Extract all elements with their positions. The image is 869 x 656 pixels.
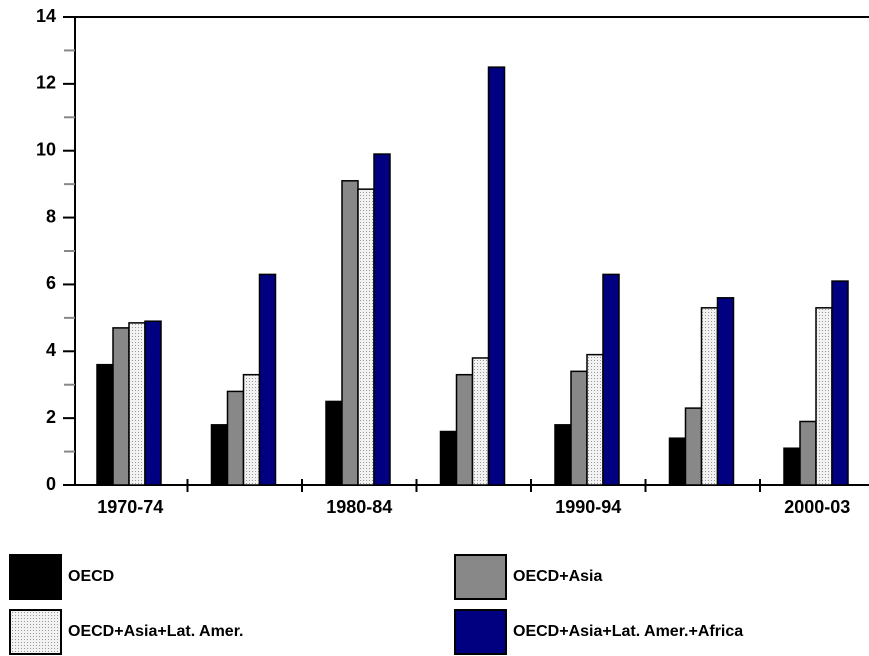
bar xyxy=(684,407,703,486)
y-tick-label: 8 xyxy=(46,206,56,226)
x-tick-label: 1990-94 xyxy=(555,497,621,517)
bar xyxy=(341,180,359,486)
legend-swatch xyxy=(9,609,62,655)
legend-label: OECD+Asia+Lat. Amer. xyxy=(68,623,243,640)
bar xyxy=(144,320,162,486)
legend-swatch xyxy=(454,554,507,600)
bar xyxy=(455,373,474,486)
y-tick-label: 12 xyxy=(36,73,56,93)
y-tick-label: 6 xyxy=(46,273,56,293)
y-tick-label: 4 xyxy=(46,340,56,360)
bar xyxy=(242,373,261,486)
bar xyxy=(471,357,490,486)
bar xyxy=(815,307,833,486)
legend-label: OECD+Asia xyxy=(513,568,602,585)
legend-label: OECD+Asia+Lat. Amer.+Africa xyxy=(513,623,743,640)
y-tick-label: 2 xyxy=(46,407,56,427)
bar xyxy=(357,188,375,486)
bar xyxy=(799,420,817,486)
bar xyxy=(96,363,114,486)
bar xyxy=(487,66,506,486)
y-tick-label: 0 xyxy=(46,474,56,494)
bar xyxy=(831,280,849,486)
bar xyxy=(210,424,229,486)
bar xyxy=(258,273,277,486)
bar xyxy=(716,297,735,486)
bar xyxy=(373,153,391,486)
bar xyxy=(783,447,801,486)
x-tick-label: 1970-74 xyxy=(97,497,163,517)
bar xyxy=(668,437,687,486)
bar xyxy=(586,353,604,486)
bar xyxy=(570,370,588,486)
legend-swatch xyxy=(454,609,507,655)
bar xyxy=(602,273,620,486)
bar xyxy=(226,390,245,486)
y-tick-label: 14 xyxy=(36,6,56,26)
bar xyxy=(325,400,343,486)
x-tick-label: 2000-03 xyxy=(784,497,850,517)
bar xyxy=(112,327,130,486)
y-tick-label: 10 xyxy=(36,139,56,159)
bar xyxy=(439,430,458,486)
legend-label: OECD xyxy=(68,568,114,585)
legend-swatch xyxy=(9,554,62,600)
bar xyxy=(128,322,146,486)
bar xyxy=(700,307,719,486)
bar xyxy=(554,424,572,486)
x-tick-label: 1980-84 xyxy=(326,497,392,517)
